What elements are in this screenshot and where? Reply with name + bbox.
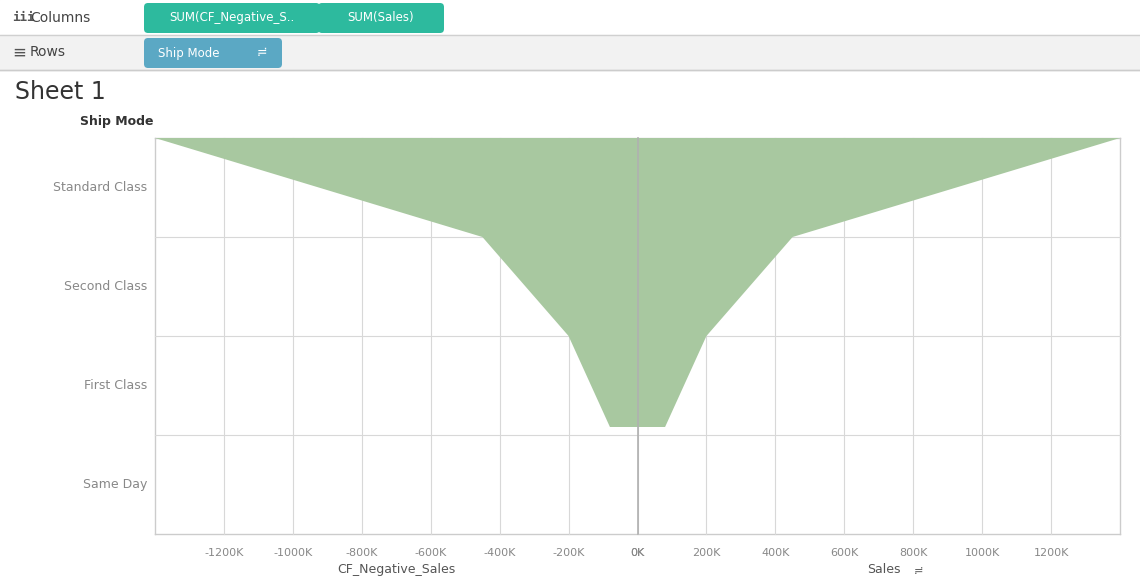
Text: Standard Class: Standard Class: [52, 181, 147, 194]
Text: Rows: Rows: [30, 46, 66, 60]
Text: 600K: 600K: [830, 548, 858, 558]
Text: First Class: First Class: [83, 379, 147, 392]
Text: CF_Negative_Sales: CF_Negative_Sales: [337, 563, 455, 576]
FancyBboxPatch shape: [144, 3, 320, 33]
Text: Ship Mode: Ship Mode: [158, 46, 220, 60]
Text: -1000K: -1000K: [274, 548, 312, 558]
Text: 1200K: 1200K: [1033, 548, 1069, 558]
Text: SUM(CF_Negative_S..: SUM(CF_Negative_S..: [170, 12, 294, 25]
Polygon shape: [155, 138, 1119, 427]
FancyBboxPatch shape: [318, 3, 443, 33]
Text: -200K: -200K: [553, 548, 585, 558]
Text: 400K: 400K: [762, 548, 790, 558]
Text: -600K: -600K: [415, 548, 447, 558]
Text: Ship Mode: Ship Mode: [80, 115, 154, 128]
Text: 800K: 800K: [899, 548, 928, 558]
Text: -1200K: -1200K: [204, 548, 244, 558]
Text: 0K: 0K: [630, 548, 644, 558]
Text: Sales: Sales: [868, 563, 901, 576]
Text: -400K: -400K: [483, 548, 515, 558]
Text: 1000K: 1000K: [964, 548, 1000, 558]
Text: ≓: ≓: [256, 46, 267, 60]
Text: 200K: 200K: [692, 548, 720, 558]
Text: ≓: ≓: [914, 566, 923, 576]
Text: iii: iii: [13, 11, 34, 24]
FancyBboxPatch shape: [144, 38, 282, 68]
Text: -800K: -800K: [345, 548, 378, 558]
Bar: [0, 35, 1140, 70]
Bar: [0, 0, 1140, 35]
Text: Sheet 1: Sheet 1: [15, 80, 106, 104]
Text: Second Class: Second Class: [64, 280, 147, 293]
Bar: [0, 70, 1140, 586]
Text: Columns: Columns: [30, 11, 90, 25]
Text: SUM(Sales): SUM(Sales): [348, 12, 414, 25]
Text: Same Day: Same Day: [82, 478, 147, 491]
Text: 0K: 0K: [630, 548, 644, 558]
Text: ≡: ≡: [13, 43, 26, 62]
